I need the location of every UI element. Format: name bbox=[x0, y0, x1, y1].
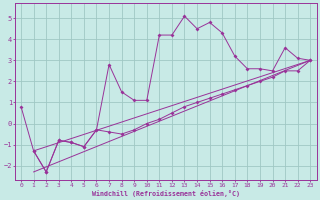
X-axis label: Windchill (Refroidissement éolien,°C): Windchill (Refroidissement éolien,°C) bbox=[92, 190, 240, 197]
